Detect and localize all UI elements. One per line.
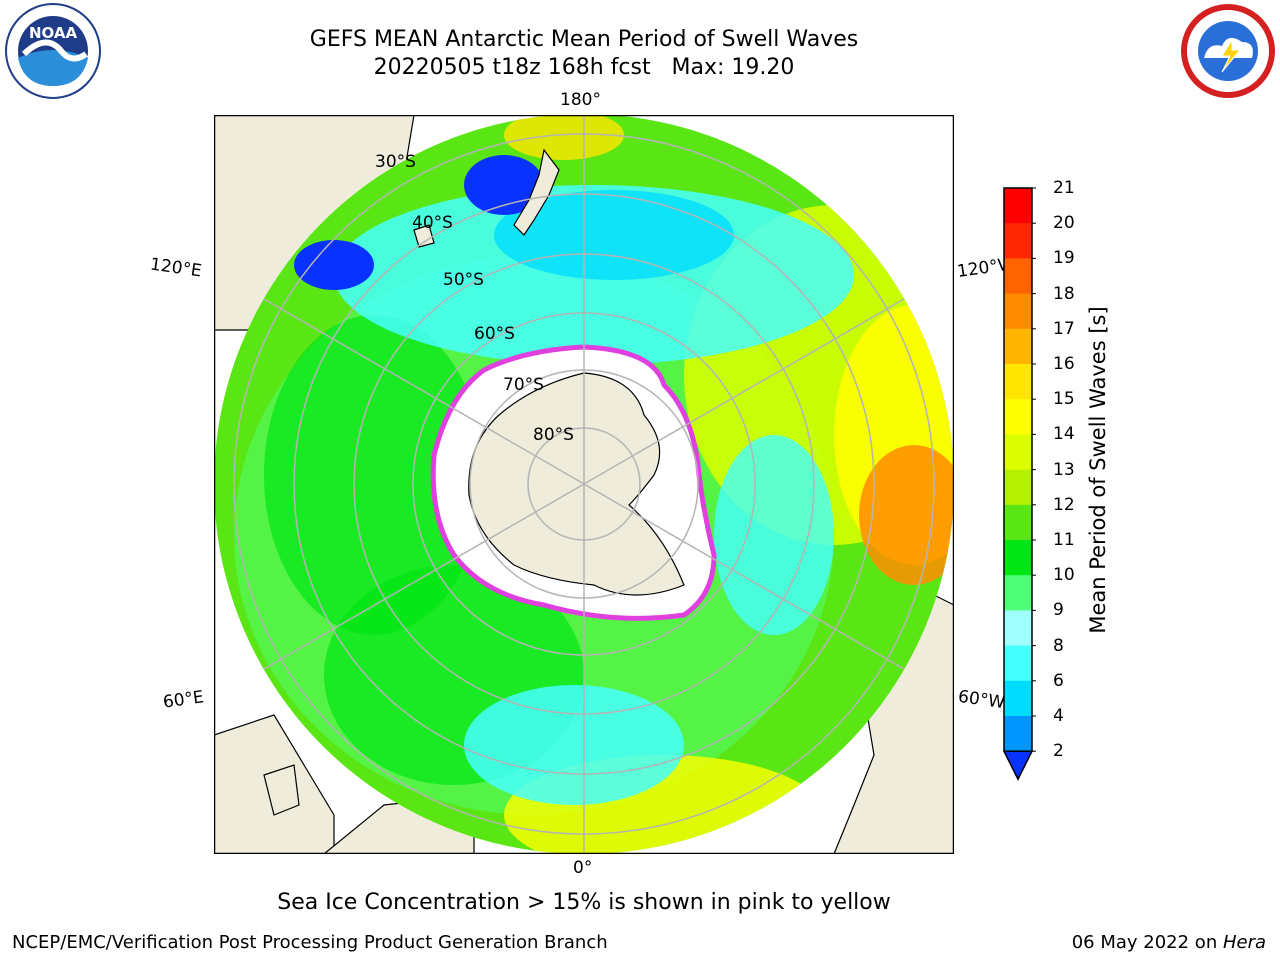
colorbar-tick-label: 17 [1053, 318, 1075, 339]
colorbar-tick-label: 16 [1053, 354, 1075, 374]
colorbar-tick-label: 15 [1053, 389, 1075, 410]
colorbar-segment [1004, 504, 1032, 541]
colorbar-tick-label: 14 [1053, 424, 1075, 445]
lon-label-120e: 120°E [148, 254, 203, 282]
lat-label-70s: 70°S [503, 375, 544, 395]
lon-label-60w: 60°W [956, 686, 1007, 714]
colorbar-tick-label: 11 [1053, 530, 1075, 550]
colorbar-tick-label: 13 [1053, 459, 1075, 480]
colorbar-tick-label: 6 [1053, 670, 1064, 691]
lon-label-60e: 60°E [161, 687, 206, 713]
colorbar-segment [1004, 258, 1032, 295]
tasmania-land [413, 224, 435, 248]
colorbar-segment [1004, 540, 1032, 576]
colorbar-segment [1004, 328, 1032, 365]
footer-date-text: 06 May 2022 on [1071, 932, 1223, 953]
lon-label-0: 0° [573, 858, 593, 878]
colorbar-tick-label: 12 [1053, 494, 1075, 515]
colorbar-segment [1004, 399, 1032, 435]
footer-credit: NCEP/EMC/Verification Post Processing Pr… [12, 932, 608, 953]
colorbar-tick-label: 18 [1053, 283, 1075, 304]
new-zealand-land [513, 148, 560, 236]
noaa-logo: NOAA [5, 3, 101, 99]
colorbar-segment [1004, 223, 1032, 259]
polar-map [213, 114, 955, 855]
graticule [233, 115, 935, 854]
colorbar-tick-label: 4 [1053, 706, 1064, 726]
colorbar-segment [1004, 364, 1032, 400]
colorbar-segment [1004, 434, 1032, 471]
colorbar-segment [1004, 716, 1032, 752]
nws-logo [1181, 4, 1275, 98]
colorbar-extend-min [1002, 750, 1034, 781]
footer-host: Hera [1222, 932, 1266, 953]
colorbar [1002, 187, 1036, 781]
chart-title: GEFS MEAN Antarctic Mean Period of Swell… [309, 27, 859, 52]
colorbar-segment [1004, 293, 1032, 330]
footer-date: 06 May 2022 on Hera [1072, 932, 1266, 953]
lat-label-50s: 50°S [443, 270, 484, 290]
colorbar-label: Mean Period of Swell Waves [s] [1086, 306, 1110, 634]
lat-label-80s: 80°S [533, 425, 574, 445]
colorbar-segment [1004, 188, 1032, 224]
colorbar-tick-label: 10 [1053, 565, 1075, 586]
lon-label-180: 180° [560, 90, 601, 110]
colorbar-tick-label: 8 [1053, 635, 1064, 656]
colorbar-segment [1004, 680, 1032, 717]
colorbar-tick-label: 2 [1053, 741, 1064, 762]
colorbar-segment [1004, 575, 1032, 611]
colorbar-tick-label: 20 [1053, 213, 1075, 234]
lat-label-60s: 60°S [474, 324, 515, 344]
colorbar-segment [1004, 645, 1032, 682]
colorbar-tick-label: 19 [1053, 248, 1075, 269]
madagascar-land [263, 764, 300, 816]
colorbar-tick-label: 21 [1053, 178, 1075, 198]
sea-ice-note: Sea Ice Concentration > 15% is shown in … [277, 890, 891, 915]
colorbar-tick-label: 9 [1053, 600, 1064, 621]
noaa-wordmark: NOAA [29, 24, 78, 42]
lat-label-40s: 40°S [412, 213, 453, 233]
colorbar-segment [1004, 610, 1032, 647]
map-panel [213, 114, 955, 855]
lat-label-30s: 30°S [375, 152, 416, 172]
colorbar-segment [1004, 469, 1032, 506]
chart-subtitle: 20220505 t18z 168h fcst Max: 19.20 [373, 55, 795, 80]
